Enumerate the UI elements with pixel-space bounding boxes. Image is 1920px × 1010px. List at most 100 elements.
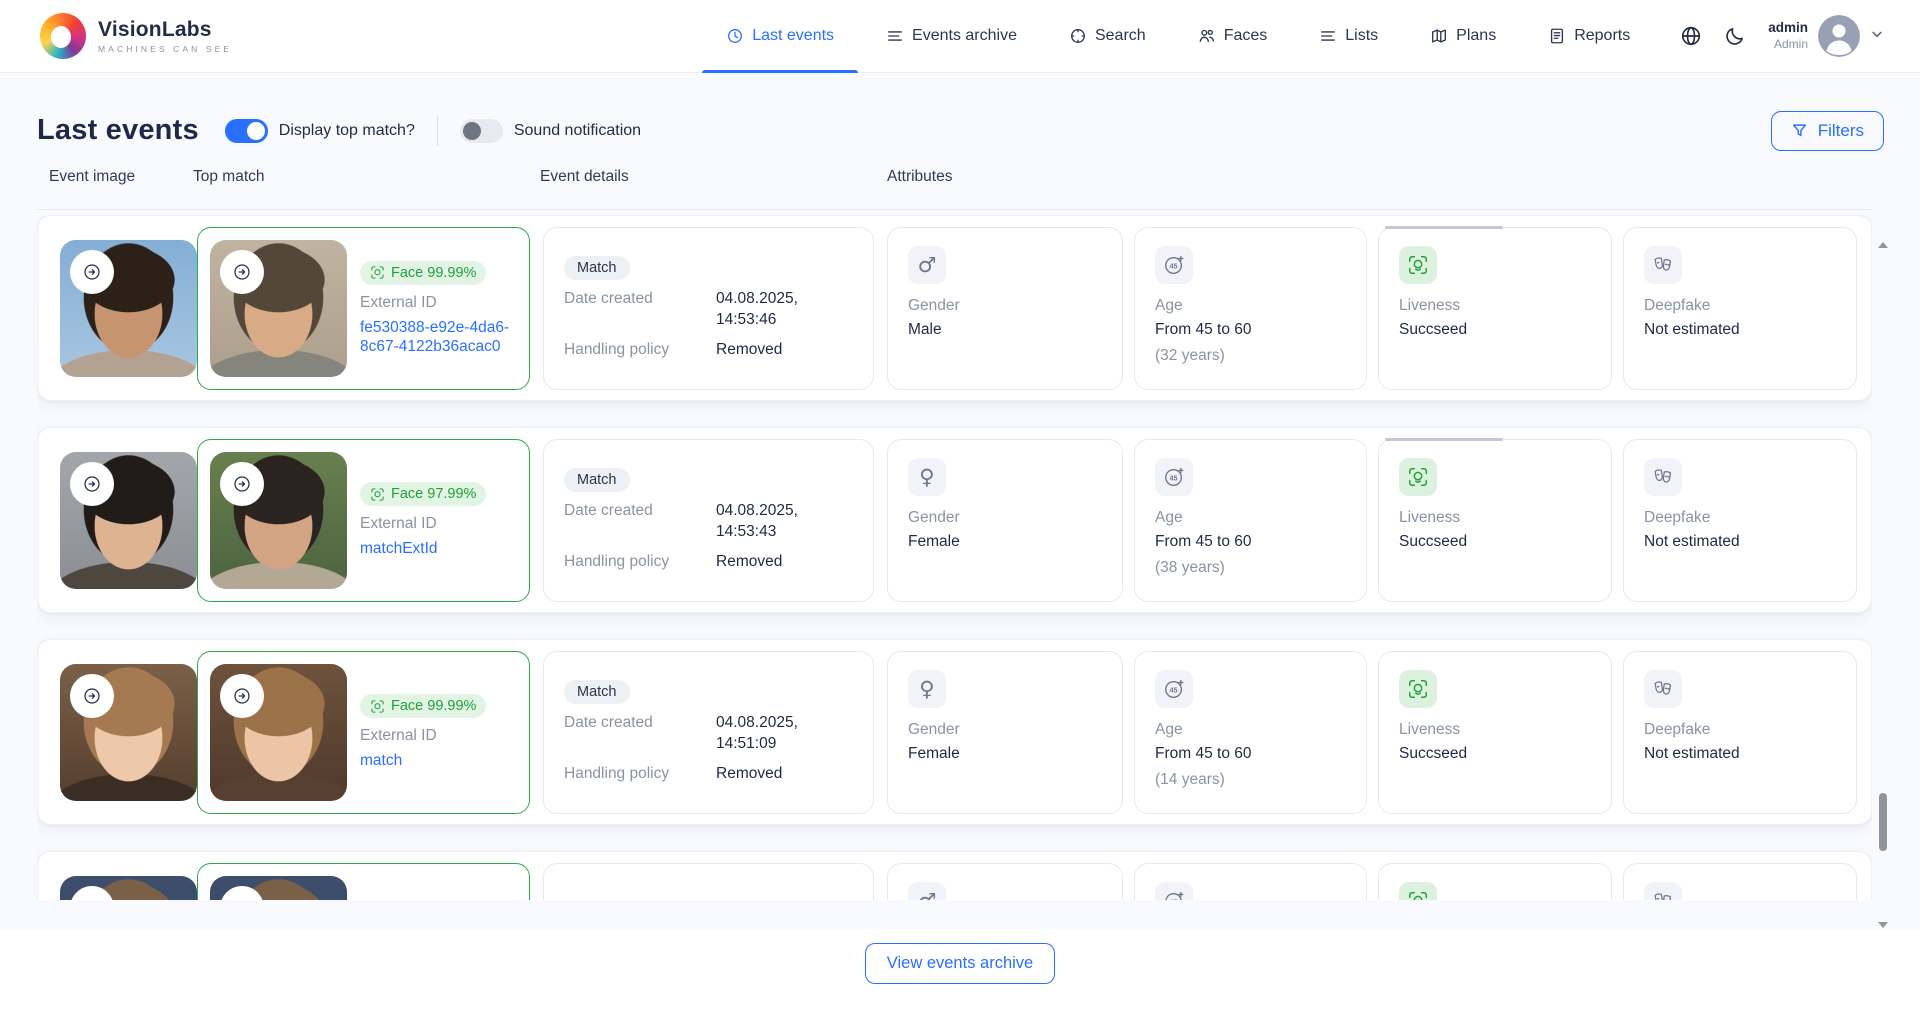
brand-logo[interactable]: VisionLabs MACHINES CAN SEE — [40, 13, 232, 59]
date-created-label: Date created — [564, 290, 653, 308]
horizontal-scroll-thumb[interactable] — [1385, 226, 1503, 229]
age-detail: (32 years) — [1155, 347, 1225, 364]
deepfake-card: Deepfake Not estimated — [1623, 439, 1857, 602]
scroll-up-arrow-icon[interactable] — [1878, 242, 1888, 248]
male-icon: ♂ — [918, 889, 937, 900]
open-match-arrow-icon[interactable] — [220, 462, 264, 506]
age-detail: (38 years) — [1155, 559, 1225, 576]
tab-label: Faces — [1223, 27, 1268, 44]
nav-right: admin Admin — [1680, 15, 1884, 57]
female-icon: ♀ — [919, 465, 935, 489]
event-details-card: Match Date created 04.08.2025, 14:51:09 … — [543, 651, 874, 814]
filters-button[interactable]: Filters — [1770, 110, 1884, 151]
female-icon: ♀ — [919, 677, 935, 701]
chevron-down-icon — [1870, 27, 1884, 46]
event-row: Face 99.99% External ID match Match Date… — [37, 639, 1872, 825]
event-image[interactable] — [60, 664, 197, 801]
open-event-arrow-icon[interactable] — [70, 674, 114, 718]
brand-name: VisionLabs — [98, 18, 212, 41]
age-detail: (14 years) — [1155, 771, 1225, 788]
gender-card: ♂ Gender — [887, 863, 1123, 900]
user-role: Admin — [1773, 36, 1808, 51]
deepfake-card: Deepfake Not estimated — [1623, 227, 1857, 390]
deepfake-card: Deepfake — [1623, 863, 1857, 900]
liveness-card: Liveness Succseed — [1378, 438, 1612, 602]
event-image[interactable] — [60, 452, 197, 589]
open-event-arrow-icon[interactable] — [70, 250, 114, 294]
handling-policy-label: Handling policy — [564, 552, 670, 570]
external-id-link[interactable]: fe530388-e92e-4da6-8c67-4122b36acac0 — [360, 318, 510, 355]
age-card: 45 Age — [1134, 863, 1367, 900]
horizontal-scroll-thumb[interactable] — [1385, 438, 1503, 441]
dark-mode-moon-icon[interactable] — [1724, 25, 1746, 47]
display-top-match-toggle[interactable]: Display top match? — [224, 118, 415, 143]
handling-policy-value: Removed — [716, 764, 783, 782]
match-image[interactable] — [210, 664, 347, 801]
sound-notification-toggle[interactable]: Sound notification — [459, 118, 641, 143]
deepfake-value: Not estimated — [1644, 533, 1740, 550]
view-events-archive-button[interactable]: View events archive — [864, 943, 1056, 984]
open-match-arrow-icon[interactable] — [220, 674, 264, 718]
toggle-on-switch[interactable] — [224, 118, 268, 143]
tab-last-events[interactable]: Last events — [702, 0, 858, 73]
match-image[interactable] — [210, 240, 347, 377]
tab-plans[interactable]: Plans — [1406, 0, 1520, 73]
similarity-badge: Face 97.99% — [360, 482, 487, 507]
vertical-scrollbar[interactable] — [1877, 240, 1889, 930]
age-value: From 45 to 60 — [1155, 745, 1252, 762]
age-45plus-icon: 45 — [1155, 670, 1193, 708]
open-match-arrow-icon[interactable] — [220, 250, 264, 294]
tab-search[interactable]: Search — [1045, 0, 1170, 73]
column-attributes: Attributes — [887, 168, 953, 185]
liveness-value: Succseed — [1399, 533, 1468, 550]
tab-lists[interactable]: Lists — [1295, 0, 1402, 73]
tab-reports[interactable]: Reports — [1524, 0, 1654, 73]
toggle-label: Display top match? — [278, 121, 415, 139]
tab-label: Last events — [752, 27, 835, 44]
svg-text:45: 45 — [1169, 897, 1177, 900]
liveness-face-scan-icon — [1399, 670, 1437, 708]
tab-faces[interactable]: Faces — [1174, 0, 1292, 73]
match-image[interactable] — [210, 452, 347, 589]
gender-value: Female — [908, 745, 960, 762]
gender-value: Female — [908, 533, 960, 550]
liveness-card: Liveness Succseed — [1378, 226, 1612, 390]
match-type-badge: Match — [564, 468, 630, 493]
handling-policy-value: Removed — [716, 340, 783, 358]
avatar — [1818, 15, 1860, 57]
event-image[interactable] — [60, 876, 197, 900]
date-created-value: 04.08.2025, 14:53:46 — [716, 290, 798, 329]
age-45plus-icon: 45 — [1155, 882, 1193, 900]
deepfake-masks-icon — [1644, 882, 1682, 900]
user-name: admin — [1768, 20, 1808, 36]
lines-icon — [886, 27, 904, 45]
gender-card: ♂ Gender Male — [887, 227, 1123, 390]
age-45plus-icon: 45 — [1155, 246, 1193, 284]
match-image[interactable] — [210, 876, 347, 900]
report-icon — [1548, 27, 1566, 45]
compass-icon — [1069, 27, 1087, 45]
external-id-link[interactable]: matchExtId — [360, 540, 438, 558]
open-event-arrow-icon[interactable] — [70, 886, 114, 900]
age-value: From 45 to 60 — [1155, 533, 1252, 550]
user-menu[interactable]: admin Admin — [1768, 15, 1884, 57]
footer-bar: View events archive — [0, 930, 1920, 1010]
event-details-card: Match Date created 04.08.2025, 14:53:43 … — [543, 439, 874, 602]
gender-card: ♀ Gender Female — [887, 651, 1123, 814]
toggle-off-switch[interactable] — [459, 118, 503, 143]
event-image[interactable] — [60, 240, 197, 377]
scrollbar-thumb[interactable] — [1879, 793, 1887, 851]
age-45plus-icon: 45 — [1155, 458, 1193, 496]
tab-label: Lists — [1345, 27, 1379, 44]
open-match-arrow-icon[interactable] — [220, 886, 264, 900]
scroll-down-arrow-icon[interactable] — [1878, 922, 1888, 928]
top-nav: VisionLabs MACHINES CAN SEE Last events E… — [0, 0, 1920, 73]
date-created-label: Date created — [564, 714, 653, 732]
liveness-card: Liveness Succseed — [1378, 651, 1612, 814]
lines-icon — [1319, 27, 1337, 45]
open-event-arrow-icon[interactable] — [70, 462, 114, 506]
tab-events-archive[interactable]: Events archive — [862, 0, 1041, 73]
match-type-badge: Match — [564, 680, 630, 705]
external-id-link[interactable]: match — [360, 752, 403, 770]
language-globe-icon[interactable] — [1680, 25, 1702, 47]
